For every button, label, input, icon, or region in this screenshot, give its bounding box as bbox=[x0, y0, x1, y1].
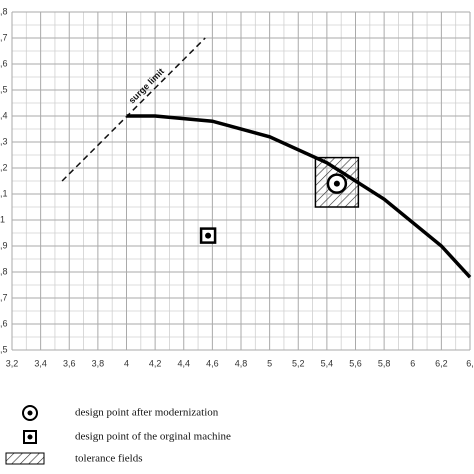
legend-label: design point of the orginal machine bbox=[75, 431, 231, 443]
legend-icon bbox=[27, 410, 33, 416]
y-tick-label: ,1 bbox=[0, 188, 8, 198]
y-tick-label: ,3 bbox=[0, 136, 8, 146]
x-tick-label: 4,6 bbox=[206, 358, 219, 368]
x-tick-label: 5,2 bbox=[292, 358, 305, 368]
design-point-dot bbox=[205, 232, 212, 239]
legend-label: design point after modernization bbox=[75, 407, 219, 419]
characteristic-curve bbox=[126, 114, 472, 279]
legend-label: tolerance fields bbox=[75, 453, 143, 465]
x-tick-label: 3,8 bbox=[92, 358, 105, 368]
legend-icon bbox=[27, 434, 33, 440]
legend-icon bbox=[22, 405, 38, 421]
x-tick-label: 3,6 bbox=[63, 358, 76, 368]
y-tick-label: ,7 bbox=[0, 32, 8, 42]
design-point-dot bbox=[333, 180, 340, 187]
y-tick-label: ,4 bbox=[0, 110, 8, 120]
y-tick-label: ,7 bbox=[0, 292, 8, 302]
y-tick-label: 1 bbox=[0, 214, 5, 224]
x-tick-label: 6, bbox=[466, 358, 474, 368]
legend: design point after modernization design … bbox=[5, 405, 231, 465]
y-tick-label: ,9 bbox=[0, 240, 8, 250]
y-tick-label: ,5 bbox=[0, 84, 8, 94]
y-tick-label: ,8 bbox=[0, 6, 8, 16]
marks: surge limit bbox=[61, 37, 472, 279]
x-tick-label: 6 bbox=[410, 358, 415, 368]
y-tick-label: ,5 bbox=[0, 344, 8, 354]
y-tick-label: ,6 bbox=[0, 58, 8, 68]
x-tick-label: 3,4 bbox=[34, 358, 47, 368]
x-tick-label: 4,2 bbox=[149, 358, 162, 368]
x-tick-label: 5,6 bbox=[349, 358, 362, 368]
y-tick-label: ,6 bbox=[0, 318, 8, 328]
x-tick-label: 5 bbox=[267, 358, 272, 368]
legend-icon bbox=[5, 452, 45, 465]
legend-icon bbox=[23, 430, 37, 444]
x-tick-label: 4,8 bbox=[235, 358, 248, 368]
x-tick-label: 5,4 bbox=[321, 358, 334, 368]
y-tick-label: ,2 bbox=[0, 162, 8, 172]
x-tick-label: 4 bbox=[124, 358, 129, 368]
x-tick-label: 3,2 bbox=[6, 358, 19, 368]
x-tick-label: 5,8 bbox=[378, 358, 391, 368]
y-tick-label: ,8 bbox=[0, 266, 8, 276]
surge-line bbox=[61, 37, 206, 182]
grid: 3,2 3,4 3,6 3,8 4 4,2 4,4 4,6 4,8 5 5,2 5,4 5,6 5,8 6 6… bbox=[0, 6, 474, 368]
x-tick-label: 6,2 bbox=[435, 358, 448, 368]
x-tick-label: 4,4 bbox=[177, 358, 190, 368]
series-label: surge limit bbox=[127, 66, 166, 105]
